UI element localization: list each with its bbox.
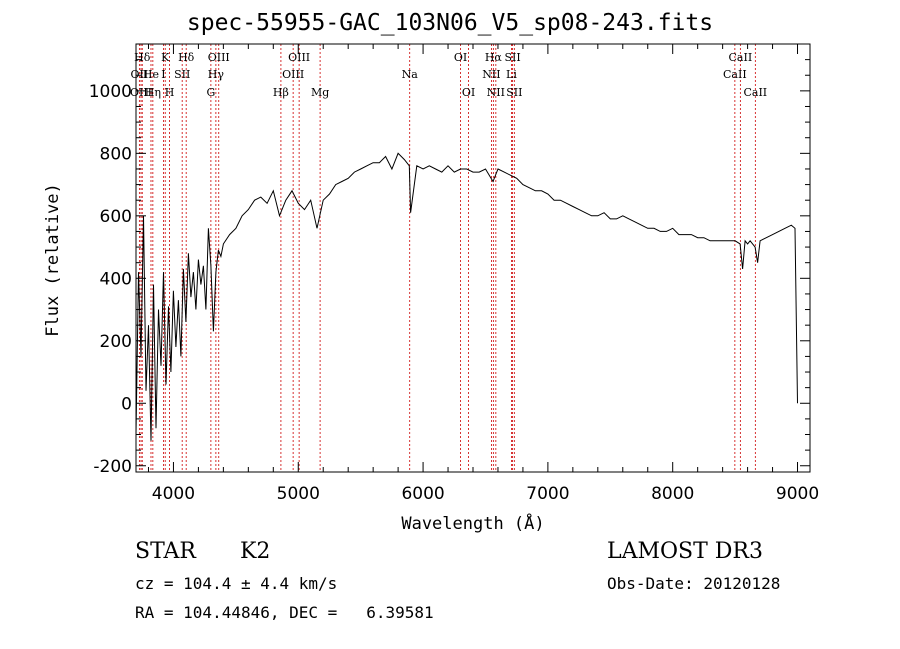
spectral-line-label: OIII [208,51,230,64]
spectral-line-label: OII [131,68,149,81]
y-tick-label: 0 [121,394,132,414]
y-tick-label: 600 [100,207,132,227]
spectral-line-label: OI [454,51,467,64]
y-tick-label: 800 [100,144,132,164]
spectral-line-label: NII [482,68,500,81]
spectral-line-label: H [165,86,175,99]
spectral-subclass: K2 [240,539,271,564]
x-tick-label: 7000 [526,484,569,504]
y-tick-label: 200 [100,332,132,352]
y-tick-label: 400 [100,269,132,289]
spectral-line-label: SII [174,68,190,81]
spectral-line-label: SII [506,86,522,99]
spectral-line-labels: Hδ OII OIII He Hη KI SII H Hδ OIII Hγ G Hβ OIII OIII Mg… [130,51,767,99]
spectral-line-label: I [161,68,165,81]
spectral-line-label: Hδ [178,51,195,64]
spectral-line-label: CaII [729,51,753,64]
spectral-line-label: OIII [282,68,304,81]
spectral-line-markers [138,44,756,472]
y-tick-label: -200 [93,457,132,477]
x-tick-label: 5000 [277,484,320,504]
survey-name: LAMOST DR3 [607,539,763,564]
redshift-velocity: cz = 104.4 ± 4.4 km/s [135,574,338,593]
x-tick-label: 8000 [651,484,694,504]
spectral-line-label: CaII [723,68,747,81]
observation-date: Obs-Date: 20120128 [607,574,781,593]
x-tick-label: 4000 [152,484,195,504]
spectral-line-label: Hδ [134,51,151,64]
x-tick-label: 9000 [776,484,819,504]
spectral-line-label: Li [506,68,517,81]
spectral-line-label: Hβ [273,86,289,99]
x-axis-label: Wavelength (Å) [401,512,544,534]
spectral-line-label: SII [504,51,520,64]
object-class: STAR [135,539,196,564]
spectral-line-label: Hη [145,86,161,99]
chart-title: spec-55955-GAC_103N06_V5_sp08-243.fits [186,10,714,36]
spectral-line-label: OIII [288,51,310,64]
spectral-line-label: CaII [743,86,767,99]
spectrum-line [135,152,798,441]
spectral-line-label: Hγ [208,68,225,81]
spectral-line-label: Hα [485,51,503,64]
spectral-line-label: OIII [130,86,152,99]
spectral-line-label: G [206,86,215,99]
spectral-line-label: NII [487,86,505,99]
spectral-line-label: Na [402,68,419,81]
axis-ticks: 4000 5000 6000 7000 8000 9000 -200 0 200 400 600 80… [89,44,819,504]
y-axis-label: Flux (relative) [43,183,63,337]
coordinates: RA = 104.44846, DEC = 6.39581 [135,603,434,622]
spectral-line-label: Mg [311,86,329,99]
spectral-line-label: OI [462,86,475,99]
y-tick-label: 1000 [89,82,132,102]
x-tick-label: 6000 [401,484,444,504]
plot-frame [135,43,811,473]
spectral-line-label: K [161,51,170,64]
spectral-line-label: He [143,68,159,81]
